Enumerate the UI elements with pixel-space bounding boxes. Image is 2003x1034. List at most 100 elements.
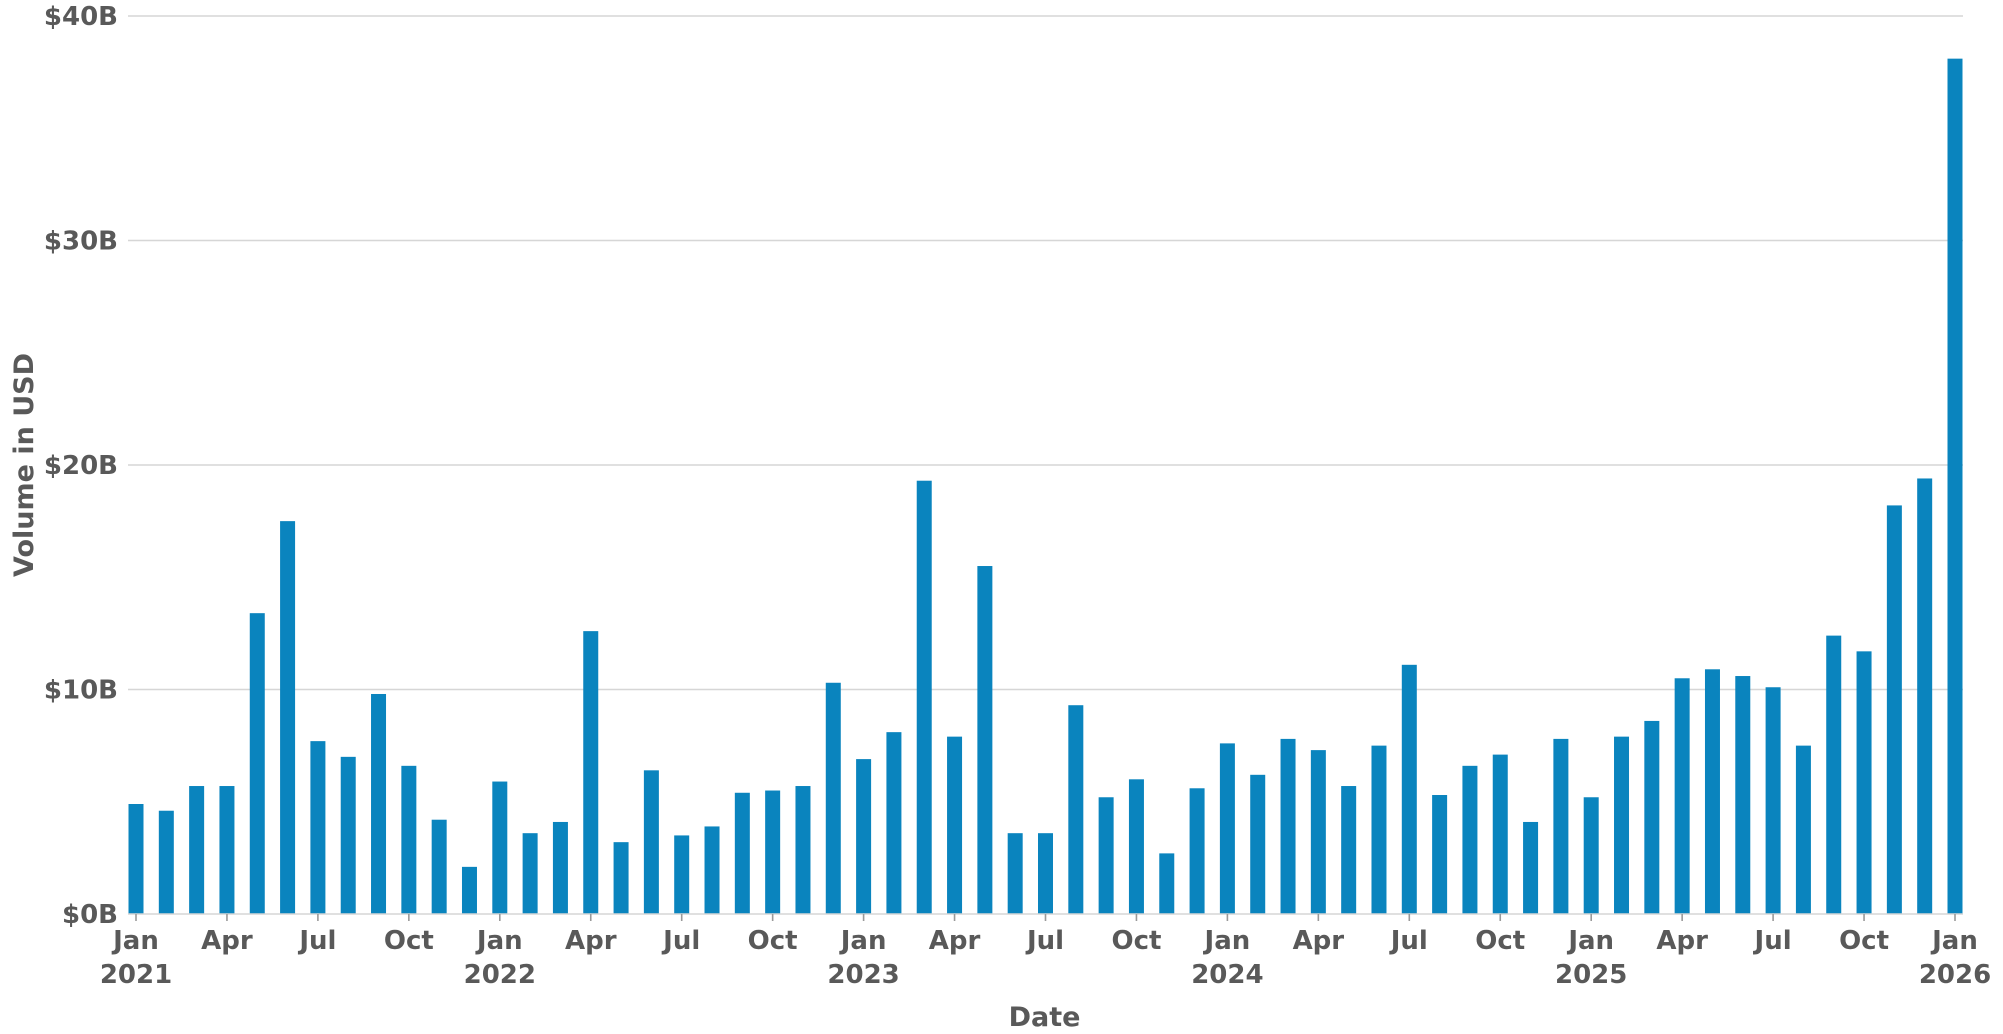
bar	[1886, 505, 1902, 914]
bar	[704, 826, 720, 914]
bar	[371, 693, 387, 914]
y-tick-label: $0B	[62, 900, 118, 930]
y-tick-label: $30B	[44, 227, 118, 257]
bar	[492, 781, 508, 914]
bar	[461, 866, 477, 914]
bar	[1219, 743, 1235, 914]
bar	[189, 786, 205, 914]
y-tick-label: $10B	[44, 676, 118, 706]
bar	[1795, 745, 1811, 915]
bar	[886, 732, 902, 914]
bar	[1128, 779, 1144, 914]
bar	[1250, 774, 1266, 914]
bar	[1765, 687, 1781, 914]
x-tick-label: Oct	[1839, 926, 1889, 956]
bar	[1007, 833, 1023, 914]
y-tick-label: $20B	[44, 451, 118, 481]
x-tick-year-label: 2023	[827, 960, 899, 990]
x-tick-label: Jan	[1203, 926, 1251, 956]
x-tick-label: Oct	[384, 926, 434, 956]
bar	[1583, 797, 1599, 914]
x-tick-label: Jan	[111, 926, 159, 956]
bar	[1644, 720, 1660, 914]
x-tick-label: Jan	[1930, 926, 1978, 956]
bar	[1068, 705, 1084, 914]
bar	[643, 770, 659, 914]
x-tick-label: Oct	[748, 926, 798, 956]
bar	[128, 804, 144, 914]
y-tick-label: $40B	[44, 2, 118, 32]
x-tick-label: Apr	[201, 926, 253, 956]
bar	[1371, 745, 1387, 915]
y-axis-title: Volume in USD	[9, 353, 40, 577]
x-tick-label: Jul	[297, 926, 336, 956]
x-tick-label: Jan	[1566, 926, 1614, 956]
bar	[674, 835, 690, 914]
bar	[522, 833, 538, 914]
gridlines	[128, 15, 1963, 691]
bar	[1492, 754, 1508, 914]
bar	[583, 631, 599, 914]
y-axis-ticks: $0B $10B $20B $30B $40B	[44, 2, 118, 930]
bar	[1826, 635, 1842, 914]
x-tick-label: Jan	[475, 926, 523, 956]
x-tick-label: Jul	[1025, 926, 1064, 956]
x-tick-label: Apr	[1656, 926, 1708, 956]
bar	[1704, 669, 1720, 914]
x-tick-label: Oct	[1475, 926, 1525, 956]
bar	[1432, 795, 1448, 914]
bar	[1038, 833, 1053, 914]
bar	[158, 810, 174, 914]
x-tick-label: Jul	[1753, 926, 1792, 956]
x-tick-year-label: 2026	[1919, 960, 1991, 990]
bar	[1341, 786, 1357, 914]
bar	[280, 521, 296, 915]
bars	[128, 58, 1963, 915]
bar	[1856, 651, 1872, 914]
bar	[795, 786, 811, 914]
bar	[1462, 765, 1478, 914]
bar	[219, 786, 235, 914]
x-axis-title: Date	[1009, 1002, 1081, 1033]
x-axis-ticks: Jan 2021 Apr Jul Oct Jan 2022 Apr Jul Oct Jan 2023 A…	[100, 914, 1991, 990]
bar	[431, 819, 447, 914]
bar	[1523, 821, 1539, 914]
bar	[1098, 797, 1114, 914]
bar	[249, 613, 265, 914]
bar	[1189, 788, 1205, 914]
bar	[977, 566, 993, 914]
bar	[613, 842, 629, 914]
bar	[1159, 853, 1175, 914]
bar	[310, 741, 326, 914]
x-tick-year-label: 2024	[1191, 960, 1263, 990]
bar	[401, 765, 417, 914]
x-tick-label: Jul	[661, 926, 700, 956]
bar	[1735, 676, 1751, 914]
bar	[1917, 478, 1933, 914]
bar	[340, 756, 356, 914]
bar	[1310, 750, 1326, 914]
bar	[1280, 738, 1296, 914]
x-tick-label: Apr	[565, 926, 617, 956]
bar	[1401, 664, 1417, 914]
bar	[825, 682, 841, 914]
x-tick-year-label: 2021	[100, 960, 172, 990]
bar	[947, 736, 963, 914]
x-tick-label: Jan	[839, 926, 887, 956]
x-tick-label: Apr	[1293, 926, 1345, 956]
bar	[1553, 738, 1569, 914]
x-tick-year-label: 2025	[1555, 960, 1627, 990]
bar	[916, 480, 932, 914]
bar	[734, 792, 750, 914]
bar	[1614, 736, 1630, 914]
bar	[552, 821, 568, 914]
bar	[1674, 678, 1690, 914]
bar	[1947, 58, 1963, 914]
x-tick-year-label: 2022	[464, 960, 536, 990]
bar	[765, 790, 781, 914]
x-tick-label: Apr	[929, 926, 981, 956]
x-tick-label: Oct	[1111, 926, 1161, 956]
x-tick-label: Jul	[1389, 926, 1428, 956]
